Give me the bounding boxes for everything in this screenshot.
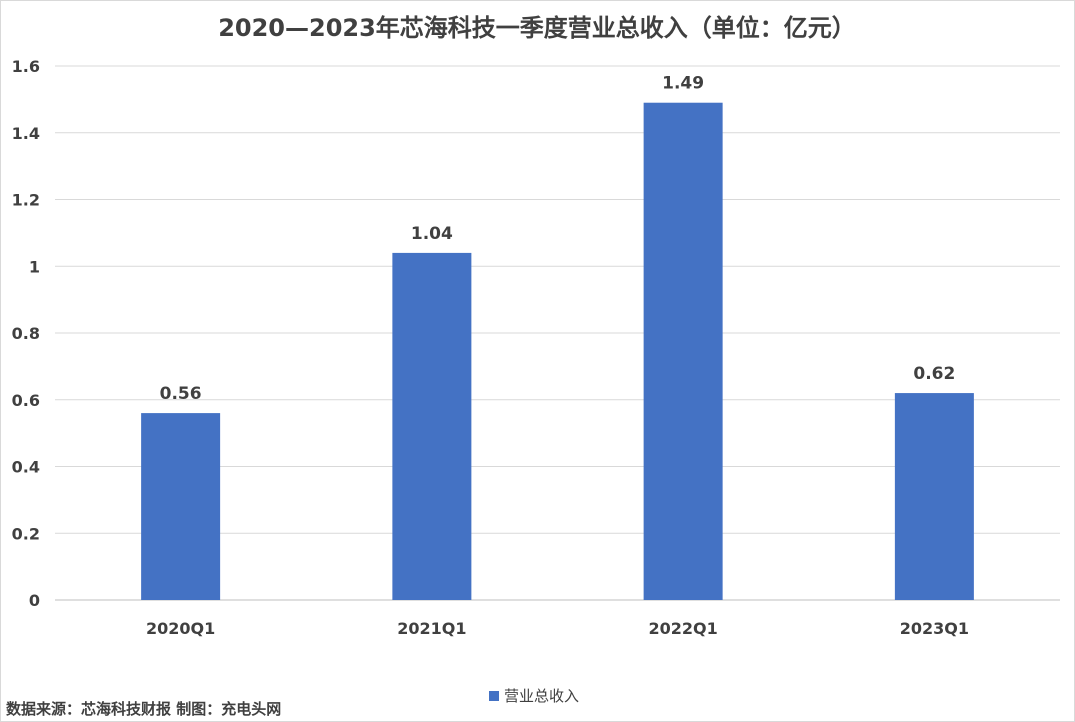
y-tick-label: 0 (29, 591, 40, 610)
x-tick-label: 2023Q1 (900, 619, 969, 638)
y-tick-label: 0.6 (12, 391, 40, 410)
bars (141, 102, 974, 601)
y-axis-ticks: 0 0.2 0.4 0.6 0.8 1 1.2 1.4 1.6 (12, 57, 40, 610)
y-tick-label: 0.2 (12, 524, 40, 543)
y-tick-label: 0.4 (12, 458, 40, 477)
data-label: 0.56 (160, 384, 202, 404)
y-tick-label: 1.4 (12, 124, 40, 143)
data-label: 0.62 (913, 364, 955, 384)
x-tick-label: 2020Q1 (146, 619, 215, 638)
y-tick-label: 1.2 (12, 191, 40, 210)
data-label: 1.49 (662, 74, 704, 94)
bar (894, 393, 974, 600)
bar (643, 102, 723, 601)
bar (392, 252, 472, 600)
bar (141, 413, 221, 600)
source-note: 数据来源：芯海科技财报 制图：充电头网 (6, 700, 281, 718)
gridlines (55, 65, 1060, 601)
y-tick-label: 1.6 (12, 57, 40, 76)
legend-swatch (489, 691, 499, 701)
x-tick-label: 2022Q1 (648, 619, 717, 638)
y-tick-label: 1 (29, 257, 40, 276)
data-labels: 0.56 1.04 1.49 0.62 (160, 74, 956, 404)
x-axis-ticks: 2020Q1 2021Q1 2022Q1 2023Q1 (146, 619, 969, 638)
y-tick-label: 0.8 (12, 324, 40, 343)
x-tick-label: 2021Q1 (397, 619, 466, 638)
legend: 营业总收入 (489, 687, 579, 705)
chart-title: 2020—2023年芯海科技一季度营业总收入（单位：亿元） (218, 14, 856, 42)
legend-label: 营业总收入 (504, 687, 579, 705)
data-label: 1.04 (411, 224, 453, 244)
